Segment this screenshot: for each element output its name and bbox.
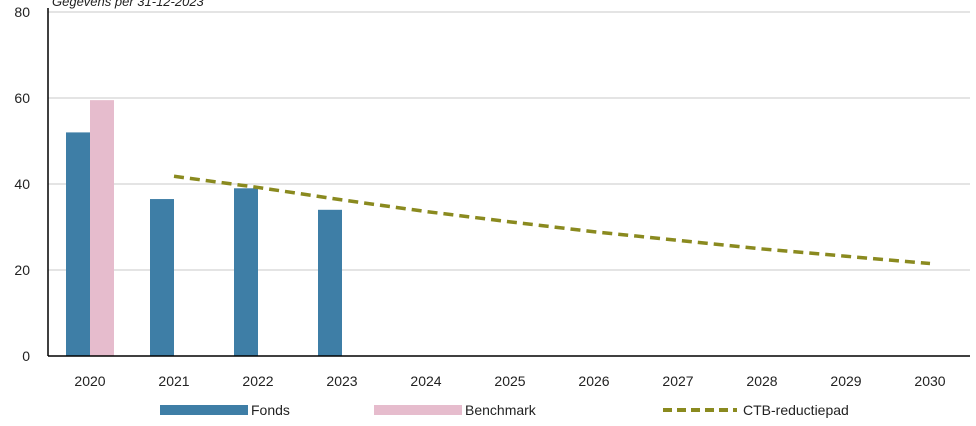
legend-item-fonds: Fonds — [160, 402, 290, 418]
bar-fonds-2023 — [318, 209, 342, 356]
legend-swatch-fonds — [160, 405, 248, 415]
x-tick-label-2022: 2022 — [242, 373, 273, 389]
x-tick-label-2027: 2027 — [662, 373, 693, 389]
x-tick-label-2029: 2029 — [830, 373, 861, 389]
x-tick-label-2024: 2024 — [410, 373, 441, 389]
bar-fonds-2021 — [150, 199, 174, 356]
bar-fonds-2022 — [234, 188, 258, 356]
y-tick-label-80: 80 — [14, 4, 30, 20]
y-tick-label-60: 60 — [14, 90, 30, 106]
x-tick-label-2023: 2023 — [326, 373, 357, 389]
gridlines — [48, 11, 970, 271]
chart-subtitle: Gegevens per 31-12-2023 — [52, 0, 204, 9]
y-tick-label-20: 20 — [14, 262, 30, 278]
y-tick-label-40: 40 — [14, 176, 30, 192]
legend-item-ctb: CTB-reductiepad — [663, 402, 849, 418]
y-tick-label-0: 0 — [22, 348, 30, 364]
x-tick-label-2026: 2026 — [578, 373, 609, 389]
legend-swatch-benchmark — [374, 405, 462, 415]
line-ctb-reductiepad — [173, 174, 931, 266]
legend-item-benchmark: Benchmark — [374, 402, 536, 418]
legend-label-benchmark: Benchmark — [465, 402, 536, 418]
x-tick-label-2025: 2025 — [494, 373, 525, 389]
legend-swatch-ctb — [663, 408, 737, 412]
bar-benchmark-2020 — [90, 100, 114, 357]
x-tick-label-2020: 2020 — [74, 373, 105, 389]
chart-legend: Fonds Benchmark CTB-reductiepad — [0, 402, 976, 424]
bar-fonds-2020 — [66, 132, 90, 356]
x-tick-label-2021: 2021 — [158, 373, 189, 389]
tick-labels: 0 20 40 60 80 2020 2021 2022 2023 2024 2025 2026 202… — [14, 4, 945, 389]
line-series — [173, 174, 931, 266]
legend-label-fonds: Fonds — [251, 402, 290, 418]
x-tick-label-2030: 2030 — [914, 373, 945, 389]
axes — [47, 8, 970, 357]
x-tick-label-2028: 2028 — [746, 373, 777, 389]
bar-series — [66, 100, 342, 357]
legend-label-ctb: CTB-reductiepad — [743, 402, 849, 418]
